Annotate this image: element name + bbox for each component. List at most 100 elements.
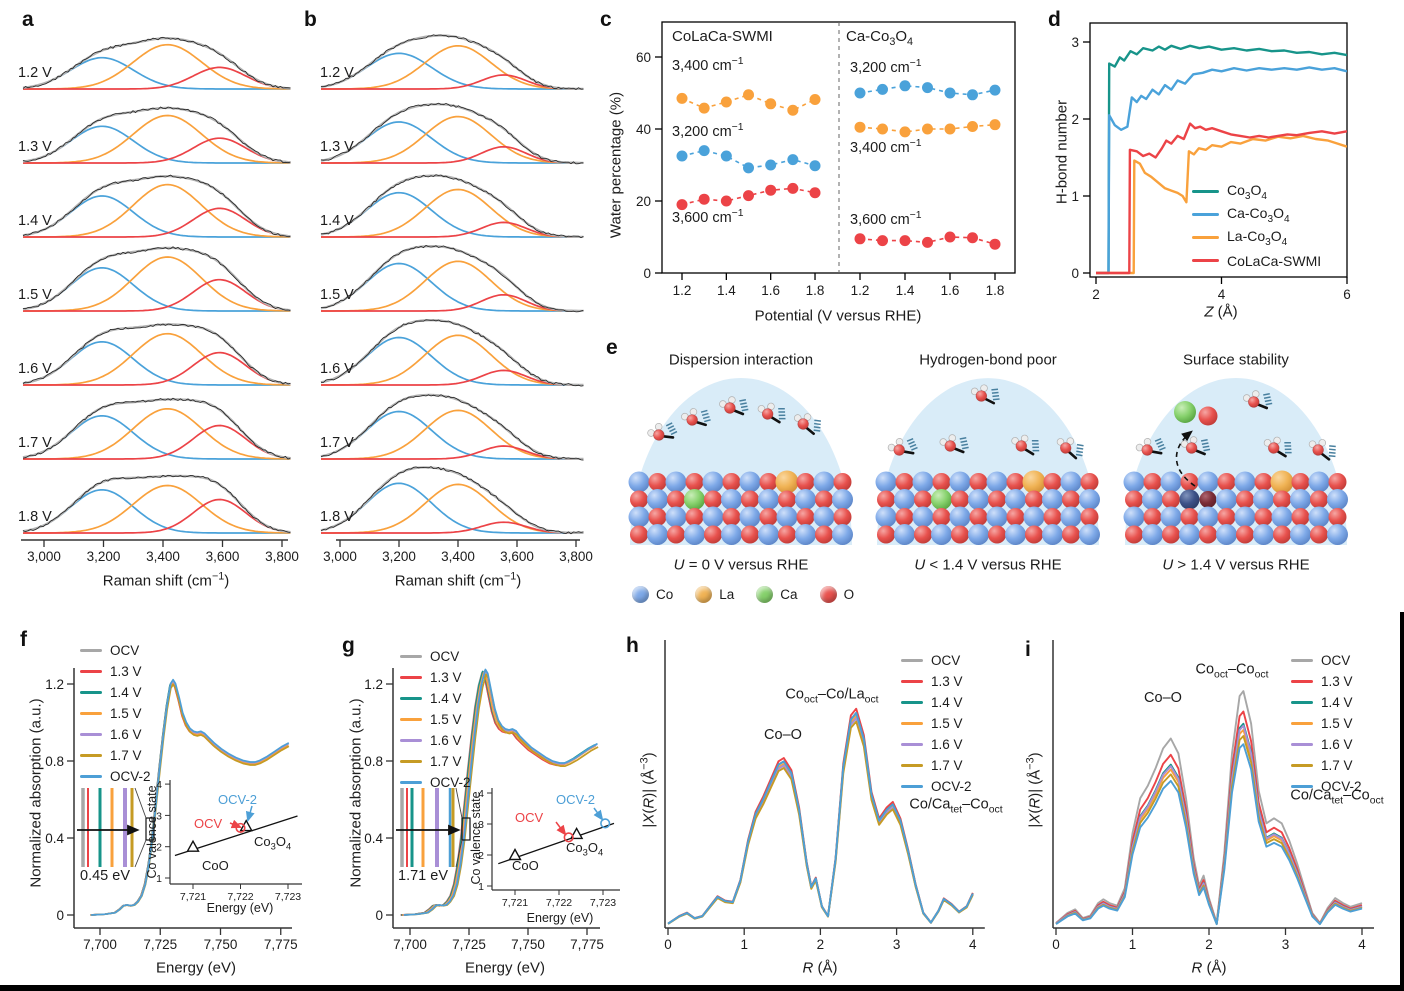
legend-swatch (400, 760, 422, 763)
svg-text:1.3 V: 1.3 V (320, 139, 354, 155)
legend-swatch (1192, 212, 1219, 217)
legend-swatch (80, 649, 102, 652)
h-peak-cooct: Cooct–Co/Laoct (785, 686, 879, 706)
svg-text:1: 1 (740, 937, 748, 952)
legend-item: 1.3 V (400, 667, 471, 688)
svg-text:60: 60 (636, 50, 651, 65)
legend-label: OCV (430, 649, 460, 664)
legend-label: 1.7 V (931, 758, 963, 773)
svg-text:2: 2 (1092, 287, 1100, 302)
svg-text:7,721: 7,721 (502, 897, 528, 909)
svg-text:1.4: 1.4 (717, 283, 736, 298)
legend-label: OCV-2 (430, 775, 471, 790)
svg-text:7,750: 7,750 (204, 937, 238, 952)
svg-text:1.2 V: 1.2 V (320, 65, 354, 81)
b-xaxis-label: Raman shift (cm−1) (394, 570, 522, 590)
d-xaxis-label: Z (Å) (1204, 303, 1238, 321)
legend-label: 1.3 V (110, 664, 142, 679)
legend-item: 1.4 V (1291, 692, 1362, 713)
legend-label: 1.3 V (1321, 674, 1353, 689)
svg-text:3,000: 3,000 (323, 549, 357, 564)
legend-item: CoLaCa-SWMI (1192, 249, 1321, 272)
svg-text:2: 2 (156, 842, 162, 854)
svg-text:0: 0 (56, 908, 64, 923)
svg-text:6: 6 (1343, 287, 1351, 302)
svg-text:7,725: 7,725 (143, 937, 177, 952)
g-inset-coo-label: CoO (512, 858, 539, 873)
svg-text:2: 2 (1071, 112, 1079, 127)
legend-label: 1.6 V (110, 727, 142, 742)
atom-legend-item: Co (632, 584, 673, 604)
svg-text:1.2: 1.2 (364, 677, 383, 692)
svg-text:1: 1 (478, 881, 484, 893)
legend-swatch (1192, 258, 1219, 263)
legend-swatch (1192, 235, 1219, 240)
svg-text:7,700: 7,700 (393, 937, 427, 952)
legend-swatch (1291, 743, 1313, 746)
legend-item: Ca-Co3O4 (1192, 203, 1321, 226)
legend-item: OCV-2 (901, 776, 972, 797)
svg-text:3,600: 3,600 (500, 549, 534, 564)
page-edge-right (1400, 612, 1404, 991)
panel-label-e: e (606, 336, 618, 359)
svg-text:3: 3 (893, 937, 901, 952)
legend-label: 1.7 V (430, 754, 462, 769)
g-inset-ocv-label: OCV (515, 810, 544, 825)
svg-text:1.5 V: 1.5 V (320, 287, 354, 303)
i-peak-co-o: Co–O (1144, 690, 1182, 706)
svg-text:1.5 V: 1.5 V (18, 287, 52, 303)
g-inset-ylabel: Co valence state (469, 791, 483, 885)
svg-text:7,722: 7,722 (546, 897, 572, 909)
atom-legend-label: O (843, 586, 855, 602)
legend-swatch (1291, 701, 1313, 704)
f-legend: OCV 1.3 V 1.4 V 1.5 V 1.6 V 1.7 V OCV-2 (80, 640, 151, 787)
h-peak-cocatet: Co/Catet–Cooct (909, 796, 1003, 816)
legend-item: OCV-2 (1291, 776, 1362, 797)
svg-text:3: 3 (1282, 937, 1290, 952)
svg-text:3,800: 3,800 (559, 549, 593, 564)
legend-swatch (901, 701, 923, 704)
svg-text:1.2: 1.2 (851, 283, 870, 298)
svg-text:1.8 V: 1.8 V (320, 509, 354, 525)
svg-text:1.6 V: 1.6 V (320, 361, 354, 377)
legend-label: OCV (931, 653, 961, 668)
o-atom-icon (819, 585, 837, 603)
svg-text:3: 3 (156, 810, 162, 822)
svg-text:4: 4 (969, 937, 977, 952)
legend-swatch (901, 785, 923, 788)
c-band-label: 3,400 cm−1 (850, 138, 922, 156)
legend-item: 1.5 V (400, 709, 471, 730)
svg-text:0: 0 (643, 266, 651, 281)
f-inset-ylabel: Co valence state (145, 785, 159, 879)
legend-label: La-Co3O4 (1227, 227, 1288, 248)
g-shift-label: 1.71 eV (398, 868, 448, 884)
legend-swatch (400, 781, 422, 784)
legend-label: OCV (110, 643, 140, 658)
e-title-hbond: Hydrogen-bond poor (919, 351, 1057, 369)
legend-swatch (80, 775, 102, 778)
c-band-label: 3,600 cm−1 (850, 210, 922, 228)
svg-text:0: 0 (1052, 937, 1060, 952)
svg-text:0: 0 (664, 937, 672, 952)
e-atom-legend: Co La Ca O (632, 584, 854, 604)
svg-text:1.6: 1.6 (941, 283, 960, 298)
f-shift-label: 0.45 eV (80, 868, 130, 884)
f-inset-ocv2-label: OCV-2 (218, 792, 258, 807)
legend-swatch (1291, 680, 1313, 683)
legend-swatch (1291, 659, 1313, 662)
atom-legend-label: Co (656, 586, 674, 602)
svg-text:1: 1 (1071, 189, 1079, 204)
legend-item: 1.5 V (1291, 713, 1362, 734)
svg-text:1.4 V: 1.4 V (18, 213, 52, 229)
svg-text:2: 2 (1205, 937, 1213, 952)
legend-item: OCV-2 (80, 766, 151, 787)
svg-text:0.4: 0.4 (364, 831, 383, 846)
svg-text:0: 0 (1071, 266, 1079, 281)
svg-text:1.6: 1.6 (761, 283, 780, 298)
svg-text:3,600: 3,600 (206, 549, 240, 564)
legend-item: 1.4 V (400, 688, 471, 709)
panel-label-g: g (342, 634, 355, 657)
legend-item: 1.3 V (1291, 671, 1362, 692)
panel-label-a: a (22, 8, 34, 31)
